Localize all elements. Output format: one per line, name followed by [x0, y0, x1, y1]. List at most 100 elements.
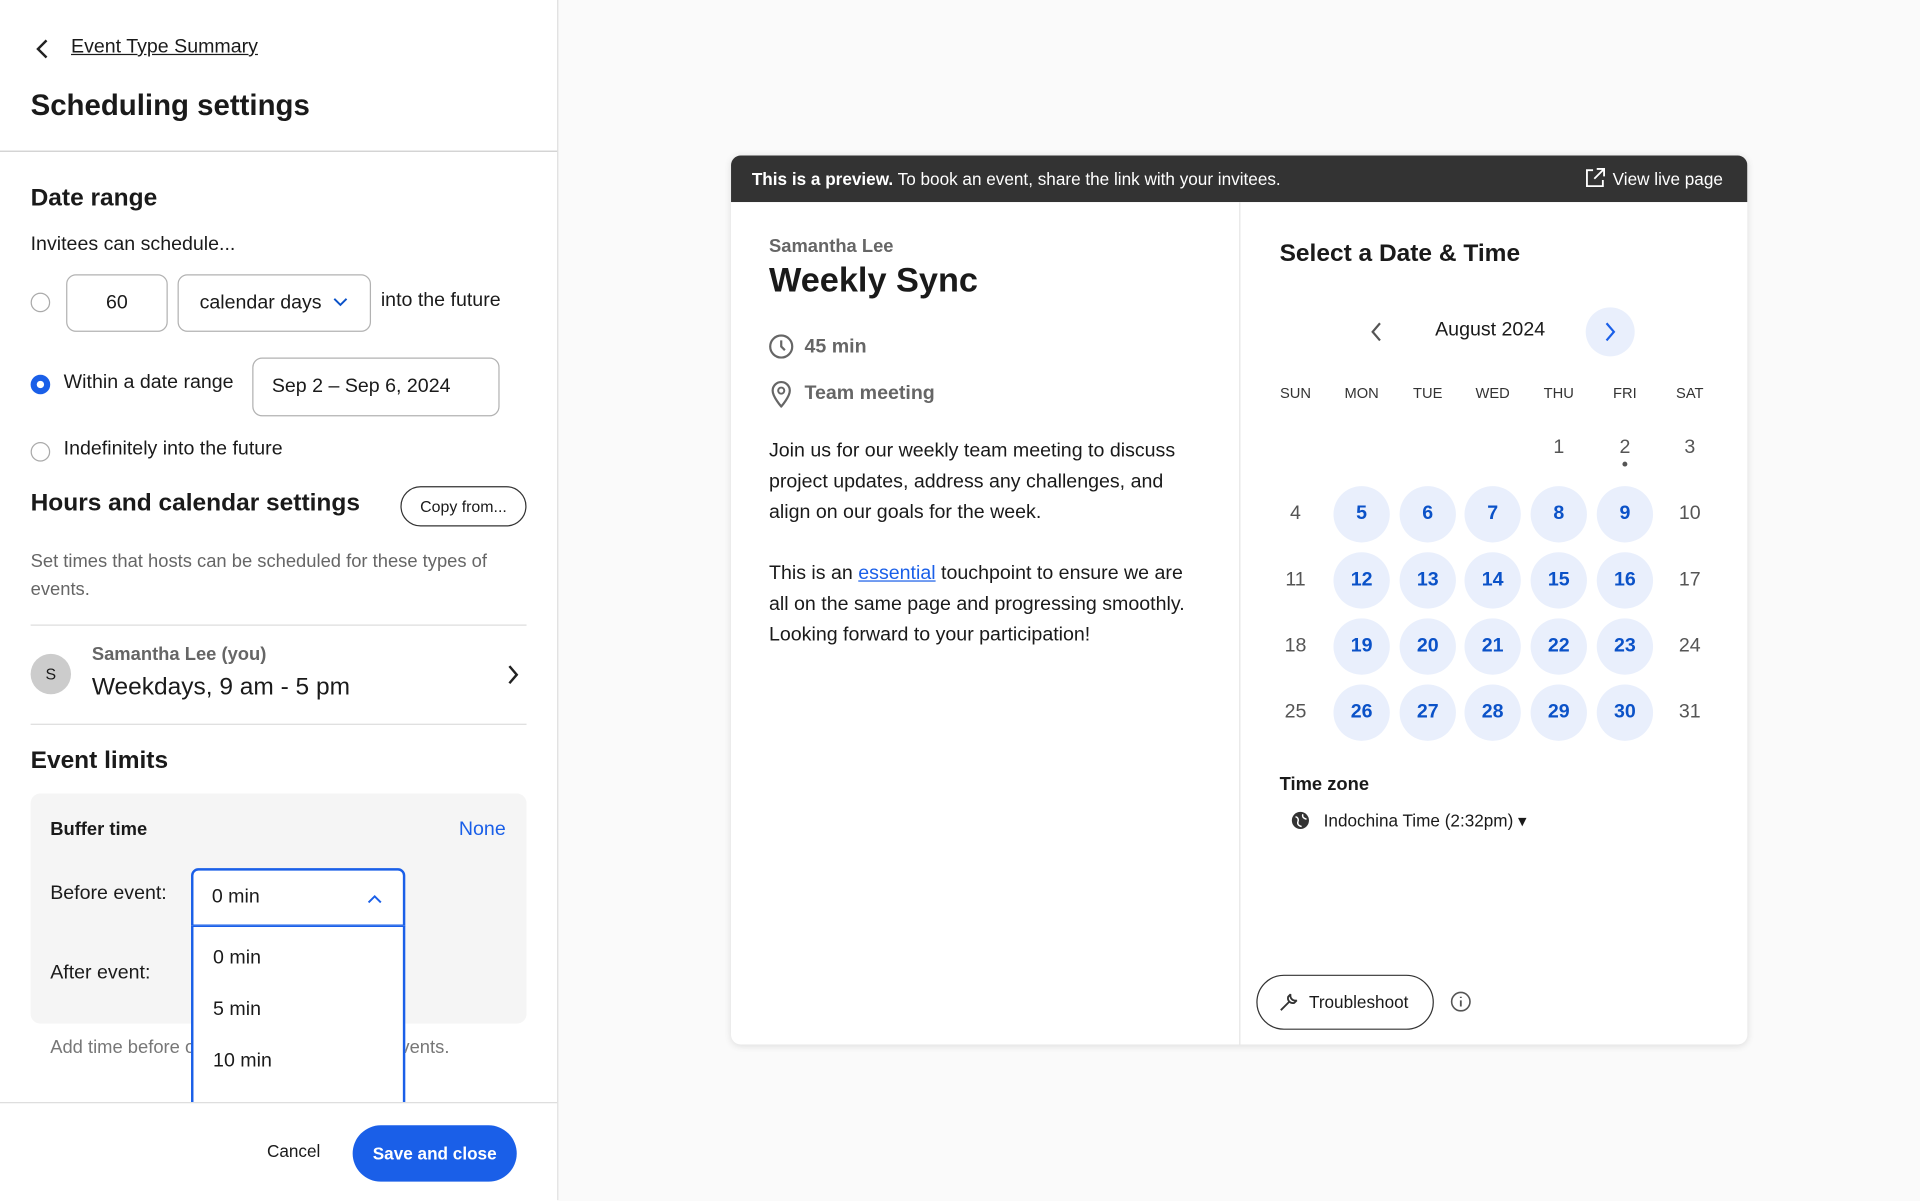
available-day[interactable]: 5	[1333, 486, 1390, 543]
schedule: Weekdays, 9 am - 5 pm	[91, 673, 350, 701]
label: Invitees can schedule...	[30, 233, 236, 255]
available-day[interactable]: 19	[1333, 618, 1390, 675]
available-day[interactable]: 12	[1333, 552, 1390, 609]
available-day[interactable]: 23	[1596, 618, 1654, 675]
host-name: Samantha Lee	[768, 236, 894, 258]
host-row[interactable]: S Samantha Lee (you) Weekdays, 9 am - 5 …	[30, 624, 527, 725]
month-label: August 2024	[1435, 319, 1546, 341]
label: Within a date range	[63, 372, 234, 394]
dropdown-option[interactable]: 5 min	[213, 999, 261, 1021]
weekday: SUN	[1279, 384, 1312, 402]
timezone-select[interactable]: Indochina Time (2:32pm) ▾	[1323, 810, 1527, 831]
location-icon	[771, 380, 791, 408]
duration: 45 min	[804, 336, 867, 358]
panel-title: Scheduling settings	[30, 89, 310, 123]
dropdown-menu: 0 min 5 min 10 min	[191, 925, 406, 1110]
host-name: Samantha Lee (you)	[91, 644, 267, 665]
day: 4	[1290, 503, 1301, 525]
description: Join us for our weekly team meeting to d…	[768, 440, 1176, 523]
available-day[interactable]: 20	[1399, 618, 1456, 675]
text: touchpoint to ensure we are all on the s…	[768, 563, 1185, 646]
buffer-value[interactable]: None	[458, 819, 506, 841]
label: into the future	[380, 290, 501, 312]
radio[interactable]	[30, 292, 51, 313]
troubleshoot-button[interactable]: Troubleshoot	[1256, 974, 1434, 1030]
buffer-title: Buffer time	[50, 819, 148, 841]
available-day[interactable]: 8	[1530, 486, 1587, 543]
day: 24	[1678, 635, 1701, 657]
next-month[interactable]	[1585, 307, 1635, 357]
prev-month[interactable]	[1369, 322, 1384, 342]
section-heading: Date range	[30, 184, 158, 212]
before-select[interactable]: 0 min	[191, 868, 406, 927]
live-link[interactable]: View live page	[1612, 168, 1723, 189]
divider	[0, 150, 558, 152]
available-day[interactable]: 7	[1464, 486, 1521, 543]
weekday: MON	[1344, 384, 1379, 402]
external-icon	[1586, 168, 1606, 188]
weekday: THU	[1543, 384, 1574, 402]
section-heading: Hours and calendar settings	[30, 489, 360, 517]
today-dot	[1622, 461, 1628, 467]
radio[interactable]	[30, 442, 51, 462]
section-heading: Event limits	[30, 746, 169, 774]
available-day[interactable]: 6	[1399, 486, 1456, 543]
radio-selected[interactable]	[30, 374, 51, 395]
footer: Cancel Save and close	[0, 1102, 558, 1201]
dropdown-option[interactable]: 10 min	[213, 1050, 272, 1072]
info-icon[interactable]	[1450, 991, 1472, 1013]
days-input[interactable]: 60	[66, 274, 168, 332]
banner-text: To book an event, share the link with yo…	[897, 168, 1281, 189]
timezone: Indochina Time (2:32pm)	[1323, 810, 1514, 831]
weekday: FRI	[1613, 384, 1637, 402]
available-day[interactable]: 28	[1464, 684, 1521, 741]
date-range-input[interactable]: Sep 2 – Sep 6, 2024	[252, 357, 500, 417]
weekday: SAT	[1676, 384, 1704, 402]
divider	[1239, 202, 1241, 1045]
available-day[interactable]: 26	[1333, 684, 1390, 741]
calendar-heading: Select a Date & Time	[1279, 240, 1521, 267]
copy-button[interactable]: Copy from...	[400, 486, 527, 527]
avatar: S	[30, 653, 72, 695]
available-day[interactable]: 14	[1464, 552, 1521, 609]
dropdown-option[interactable]: 0 min	[213, 947, 261, 969]
weekday: WED	[1475, 384, 1510, 402]
day: 17	[1678, 569, 1701, 591]
preview-card: This is a preview. To book an event, sha…	[731, 155, 1748, 1045]
available-day[interactable]: 9	[1596, 486, 1654, 543]
save-button[interactable]: Save and close	[352, 1125, 517, 1182]
label: Indefinitely into the future	[63, 438, 283, 460]
available-day[interactable]: 29	[1530, 684, 1587, 741]
banner-bold: This is a preview.	[751, 168, 894, 189]
back-icon[interactable]	[34, 38, 51, 60]
available-day[interactable]: 13	[1399, 552, 1456, 609]
label: Troubleshoot	[1308, 991, 1409, 1012]
timezone-label: Time zone	[1279, 773, 1370, 795]
available-day[interactable]: 21	[1464, 618, 1521, 675]
location: Team meeting	[804, 383, 935, 405]
link[interactable]: essential	[858, 563, 936, 585]
available-day[interactable]: 27	[1399, 684, 1456, 741]
available-day[interactable]: 22	[1530, 618, 1587, 675]
select-value: calendar days	[199, 292, 322, 314]
description: This is an essential touchpoint to ensur…	[769, 558, 1204, 650]
cancel-button[interactable]: Cancel	[266, 1141, 321, 1161]
available-day[interactable]: 15	[1530, 552, 1587, 609]
weekday: TUE	[1413, 384, 1443, 402]
day: 10	[1678, 503, 1701, 525]
day: 1	[1553, 437, 1565, 458]
event-title: Weekly Sync	[768, 260, 979, 299]
day: 25	[1284, 701, 1307, 723]
day: 18	[1284, 635, 1307, 657]
day: 31	[1678, 701, 1701, 723]
text: This is an	[768, 563, 859, 585]
day: 3	[1684, 437, 1696, 458]
unit-select[interactable]: calendar days	[177, 274, 372, 332]
available-day[interactable]: 30	[1596, 684, 1654, 741]
label: After event:	[50, 962, 151, 984]
back-link[interactable]: Event Type Summary	[71, 36, 258, 58]
select-value: 0 min	[211, 886, 260, 908]
available-day[interactable]: 16	[1596, 552, 1654, 609]
